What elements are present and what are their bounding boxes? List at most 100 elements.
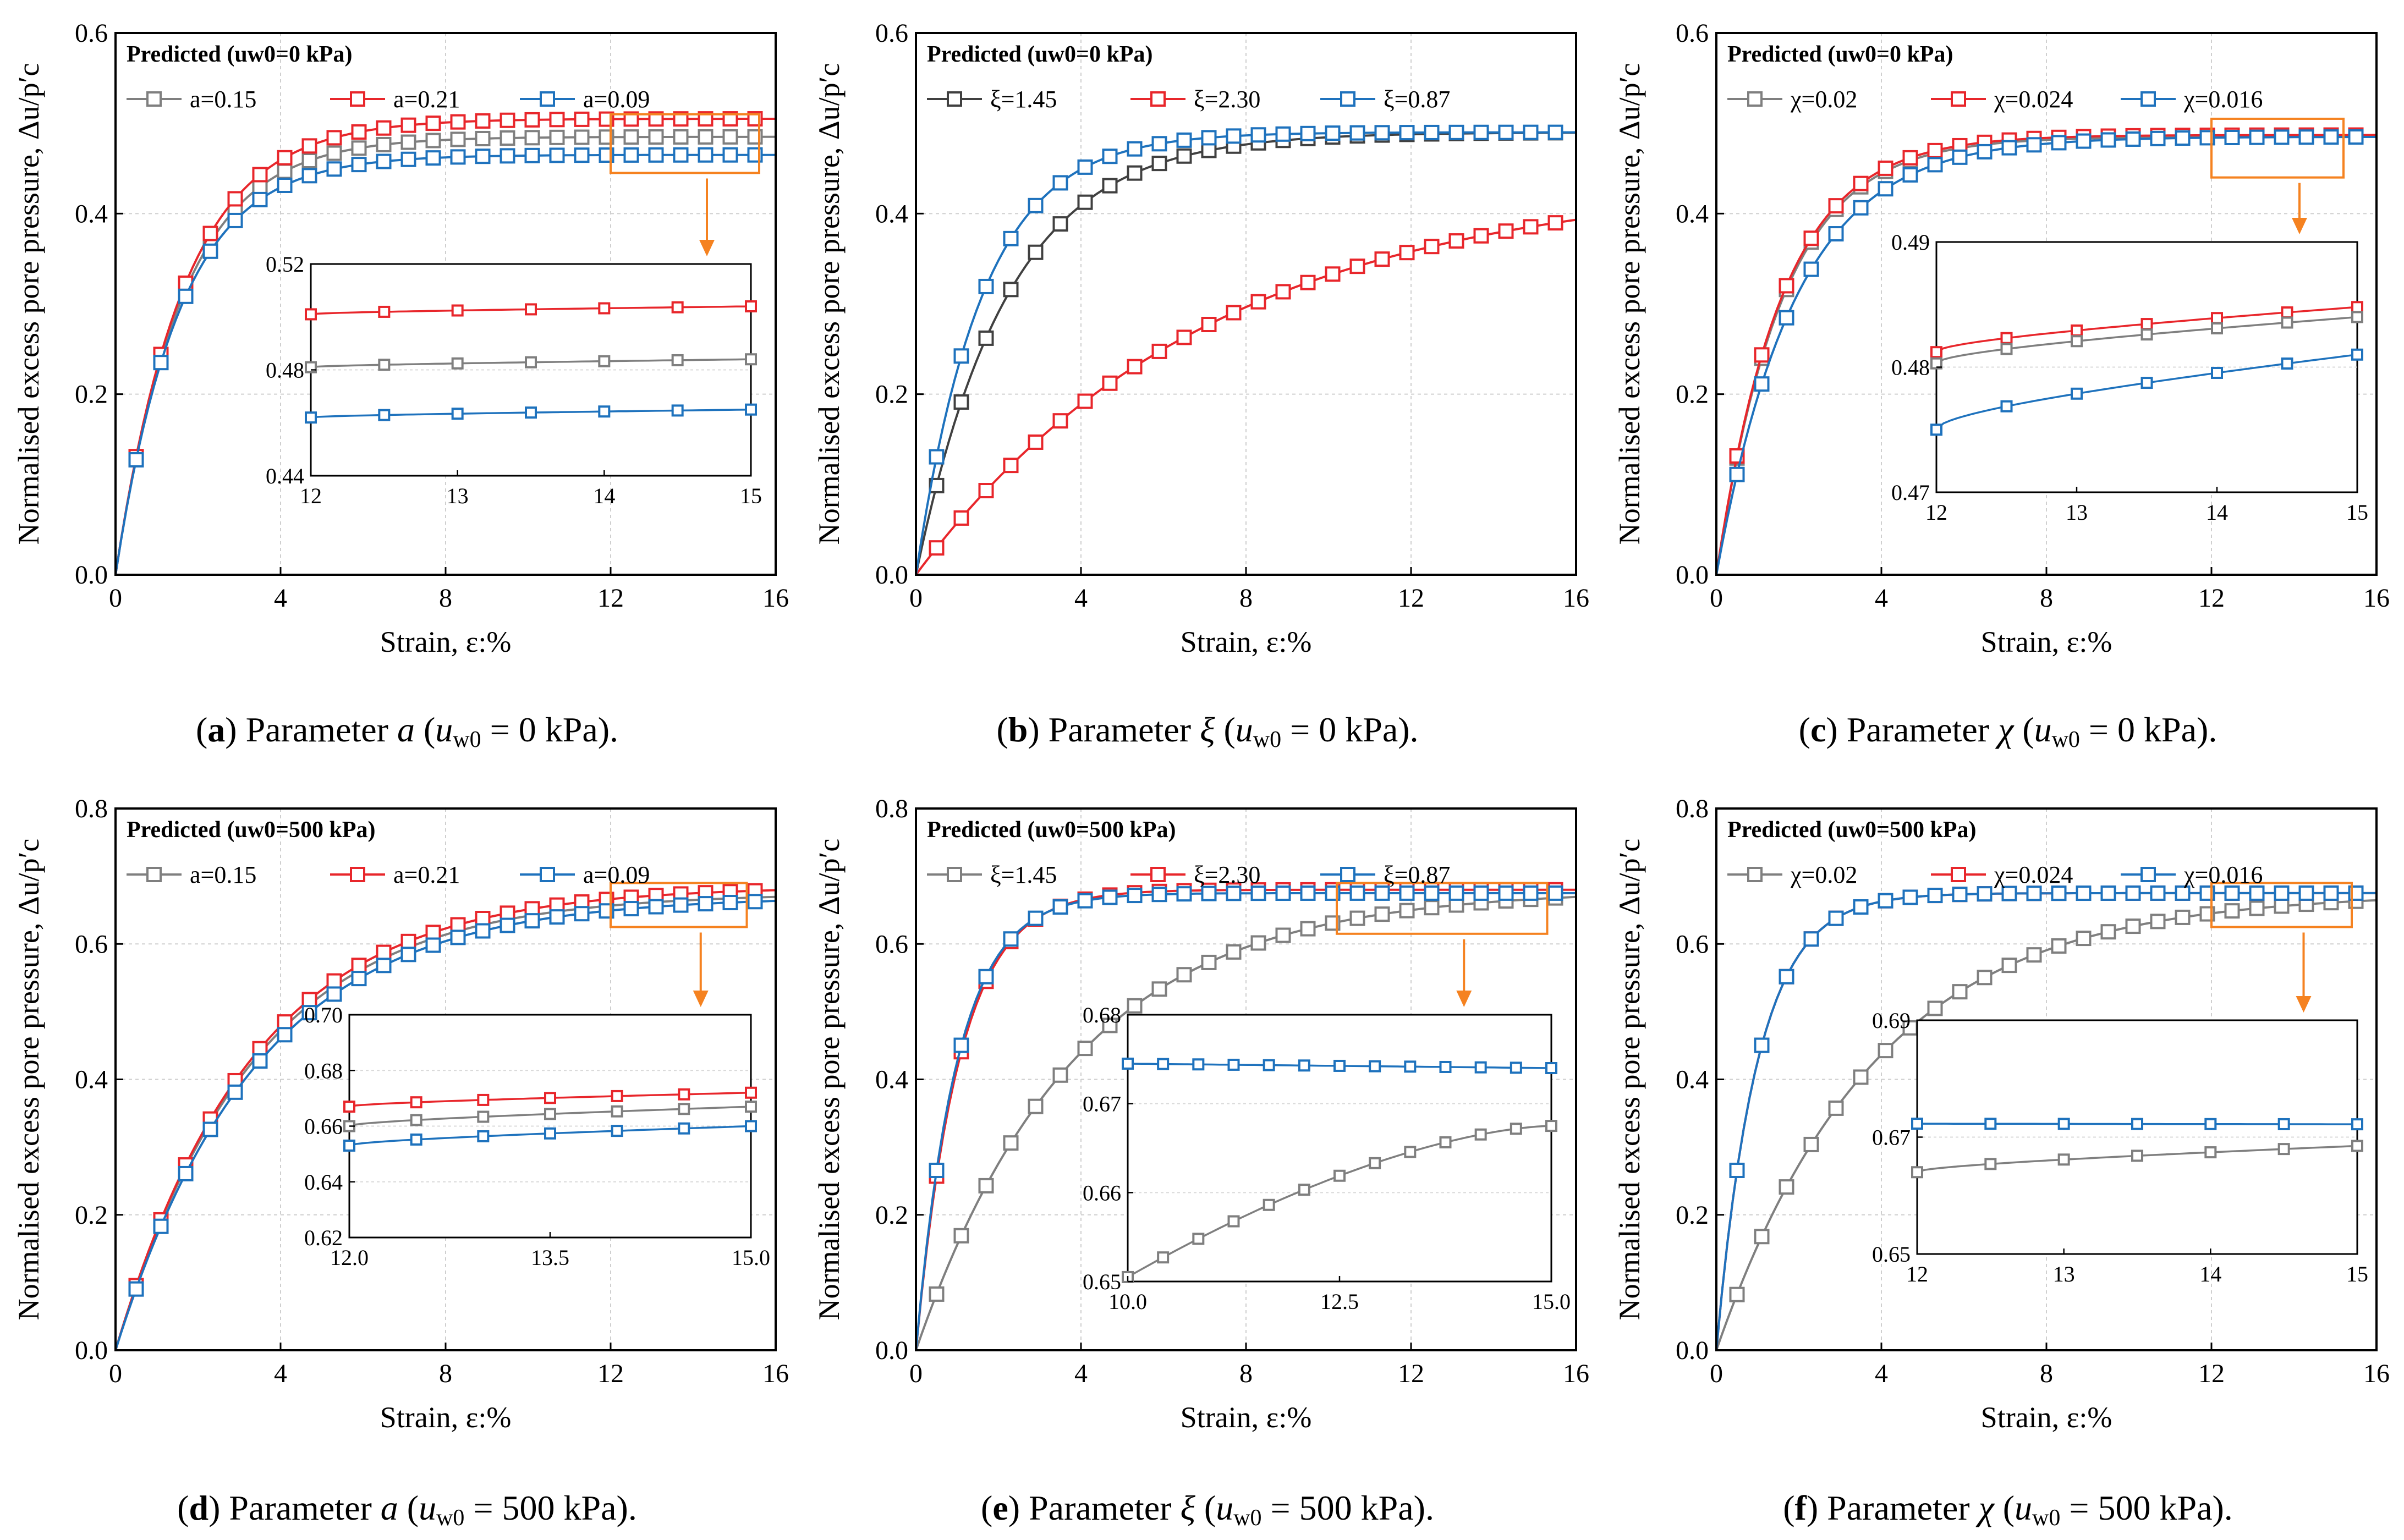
data-point xyxy=(450,149,466,165)
data-point xyxy=(2298,885,2314,901)
legend-marker xyxy=(146,867,162,882)
x-tick-label: 16 xyxy=(762,1359,789,1388)
data-point xyxy=(2274,898,2290,914)
data-point xyxy=(500,148,515,164)
series-blue xyxy=(114,894,776,1351)
data-point xyxy=(1473,885,1489,901)
inset-y-tick-label: 0.66 xyxy=(1083,1180,1121,1205)
data-point xyxy=(648,899,664,915)
zoom-highlight-box xyxy=(610,113,760,174)
inset-point xyxy=(611,1105,623,1118)
x-tick-label: 8 xyxy=(439,584,452,613)
legend-label: a=0.21 xyxy=(393,86,460,113)
legend-title: Predicted (uw0=0 kPa) xyxy=(1727,42,1953,67)
data-point xyxy=(1448,124,1464,140)
inset-point xyxy=(611,1090,623,1102)
y-tick-label: 0.4 xyxy=(1676,1065,1709,1094)
data-point xyxy=(1853,899,1869,915)
inset-point xyxy=(2211,322,2223,334)
data-point xyxy=(698,129,713,145)
data-point xyxy=(747,894,763,910)
panel-b: 0 4 8 12 16 0.0 0.2 0.4 0.6 Strain, ε:% Normalised… xyxy=(813,19,1589,658)
data-point xyxy=(1853,1069,1869,1085)
data-point xyxy=(400,117,416,133)
inset-y-tick-label: 0.68 xyxy=(304,1058,343,1083)
inset-point xyxy=(2140,318,2153,331)
data-point xyxy=(1201,316,1217,332)
data-point xyxy=(1201,954,1217,970)
data-point xyxy=(1424,900,1440,916)
inset-point xyxy=(477,1110,490,1123)
data-point xyxy=(301,168,317,184)
data-point xyxy=(500,905,515,921)
inset-point xyxy=(2277,1118,2290,1130)
data-point xyxy=(1102,178,1118,194)
data-point xyxy=(1028,434,1044,450)
data-point xyxy=(1151,156,1167,172)
y-tick-label: 0.0 xyxy=(875,1336,908,1365)
inset-point xyxy=(1404,1060,1417,1073)
y-tick-label: 0.6 xyxy=(75,19,108,48)
inset-y-tick-label: 0.67 xyxy=(1872,1125,1911,1150)
data-point xyxy=(648,147,664,163)
inset-x-tick-label: 12.5 xyxy=(1320,1289,1359,1314)
inset-point xyxy=(1984,1118,1997,1130)
inset-point xyxy=(671,301,684,314)
legend-marker xyxy=(1340,867,1355,882)
inset-y-tick-label: 0.67 xyxy=(1083,1092,1121,1116)
inset-point xyxy=(745,1086,757,1099)
inset-y-tick-label: 0.48 xyxy=(1891,355,1930,380)
inset-point xyxy=(525,356,537,369)
data-point xyxy=(425,133,441,148)
data-point xyxy=(978,330,994,346)
data-point xyxy=(1448,885,1464,901)
inset-series-blue xyxy=(1930,348,2363,436)
data-point xyxy=(524,147,540,163)
x-tick-label: 0 xyxy=(1710,584,1723,613)
data-point xyxy=(574,111,590,127)
data-point xyxy=(978,1178,994,1194)
y-axis-label: Normalised excess pore pressure, Δu/p′c xyxy=(12,839,45,1321)
legend-marker xyxy=(1340,91,1355,107)
data-point xyxy=(277,1014,293,1030)
data-point xyxy=(1977,886,1993,902)
legend-marker xyxy=(2140,867,2156,882)
data-point xyxy=(1077,194,1093,210)
inset-y-tick-label: 0.44 xyxy=(266,464,304,488)
data-point xyxy=(623,147,639,163)
data-point xyxy=(1902,889,1918,905)
data-point xyxy=(450,131,466,147)
x-tick-label: 16 xyxy=(1563,1359,1589,1388)
data-point xyxy=(1003,458,1019,474)
inset-point xyxy=(1545,1062,1557,1074)
y-axis-label: Normalised excess pore pressure, Δu/p′c xyxy=(813,63,846,545)
x-tick-label: 4 xyxy=(1875,1359,1888,1388)
data-point xyxy=(1003,931,1019,947)
data-point xyxy=(2175,909,2191,925)
data-point xyxy=(1498,223,1514,239)
legend-label: ξ=1.45 xyxy=(990,86,1057,113)
data-point xyxy=(1300,885,1316,901)
inset-point xyxy=(305,308,317,321)
data-point xyxy=(1952,149,1968,165)
y-tick-label: 0.0 xyxy=(875,560,908,590)
data-point xyxy=(252,191,268,207)
inset-point xyxy=(2057,1118,2070,1130)
inset-series-blue xyxy=(1122,1057,1557,1074)
inset-d: 12.0 13.5 15.0 0.62 0.64 0.66 0.68 0.70 xyxy=(304,1003,770,1270)
data-point xyxy=(1003,230,1019,246)
data-point xyxy=(277,177,293,193)
data-point xyxy=(475,130,491,146)
panel-caption-b: (b) Parameter ξ (uw0 = 0 kPa). xyxy=(996,710,1419,752)
legend-marker xyxy=(1747,91,1763,107)
inset-y-tick-label: 0.62 xyxy=(304,1225,343,1250)
zoom-arrow-head xyxy=(1456,991,1472,1007)
inset-point xyxy=(343,1139,355,1152)
data-point xyxy=(1102,889,1118,905)
data-point xyxy=(2150,914,2166,930)
data-point xyxy=(1399,903,1415,919)
data-point xyxy=(475,148,491,164)
inset-point xyxy=(2351,301,2363,314)
data-point xyxy=(623,129,639,145)
y-tick-label: 0.4 xyxy=(875,1065,908,1094)
